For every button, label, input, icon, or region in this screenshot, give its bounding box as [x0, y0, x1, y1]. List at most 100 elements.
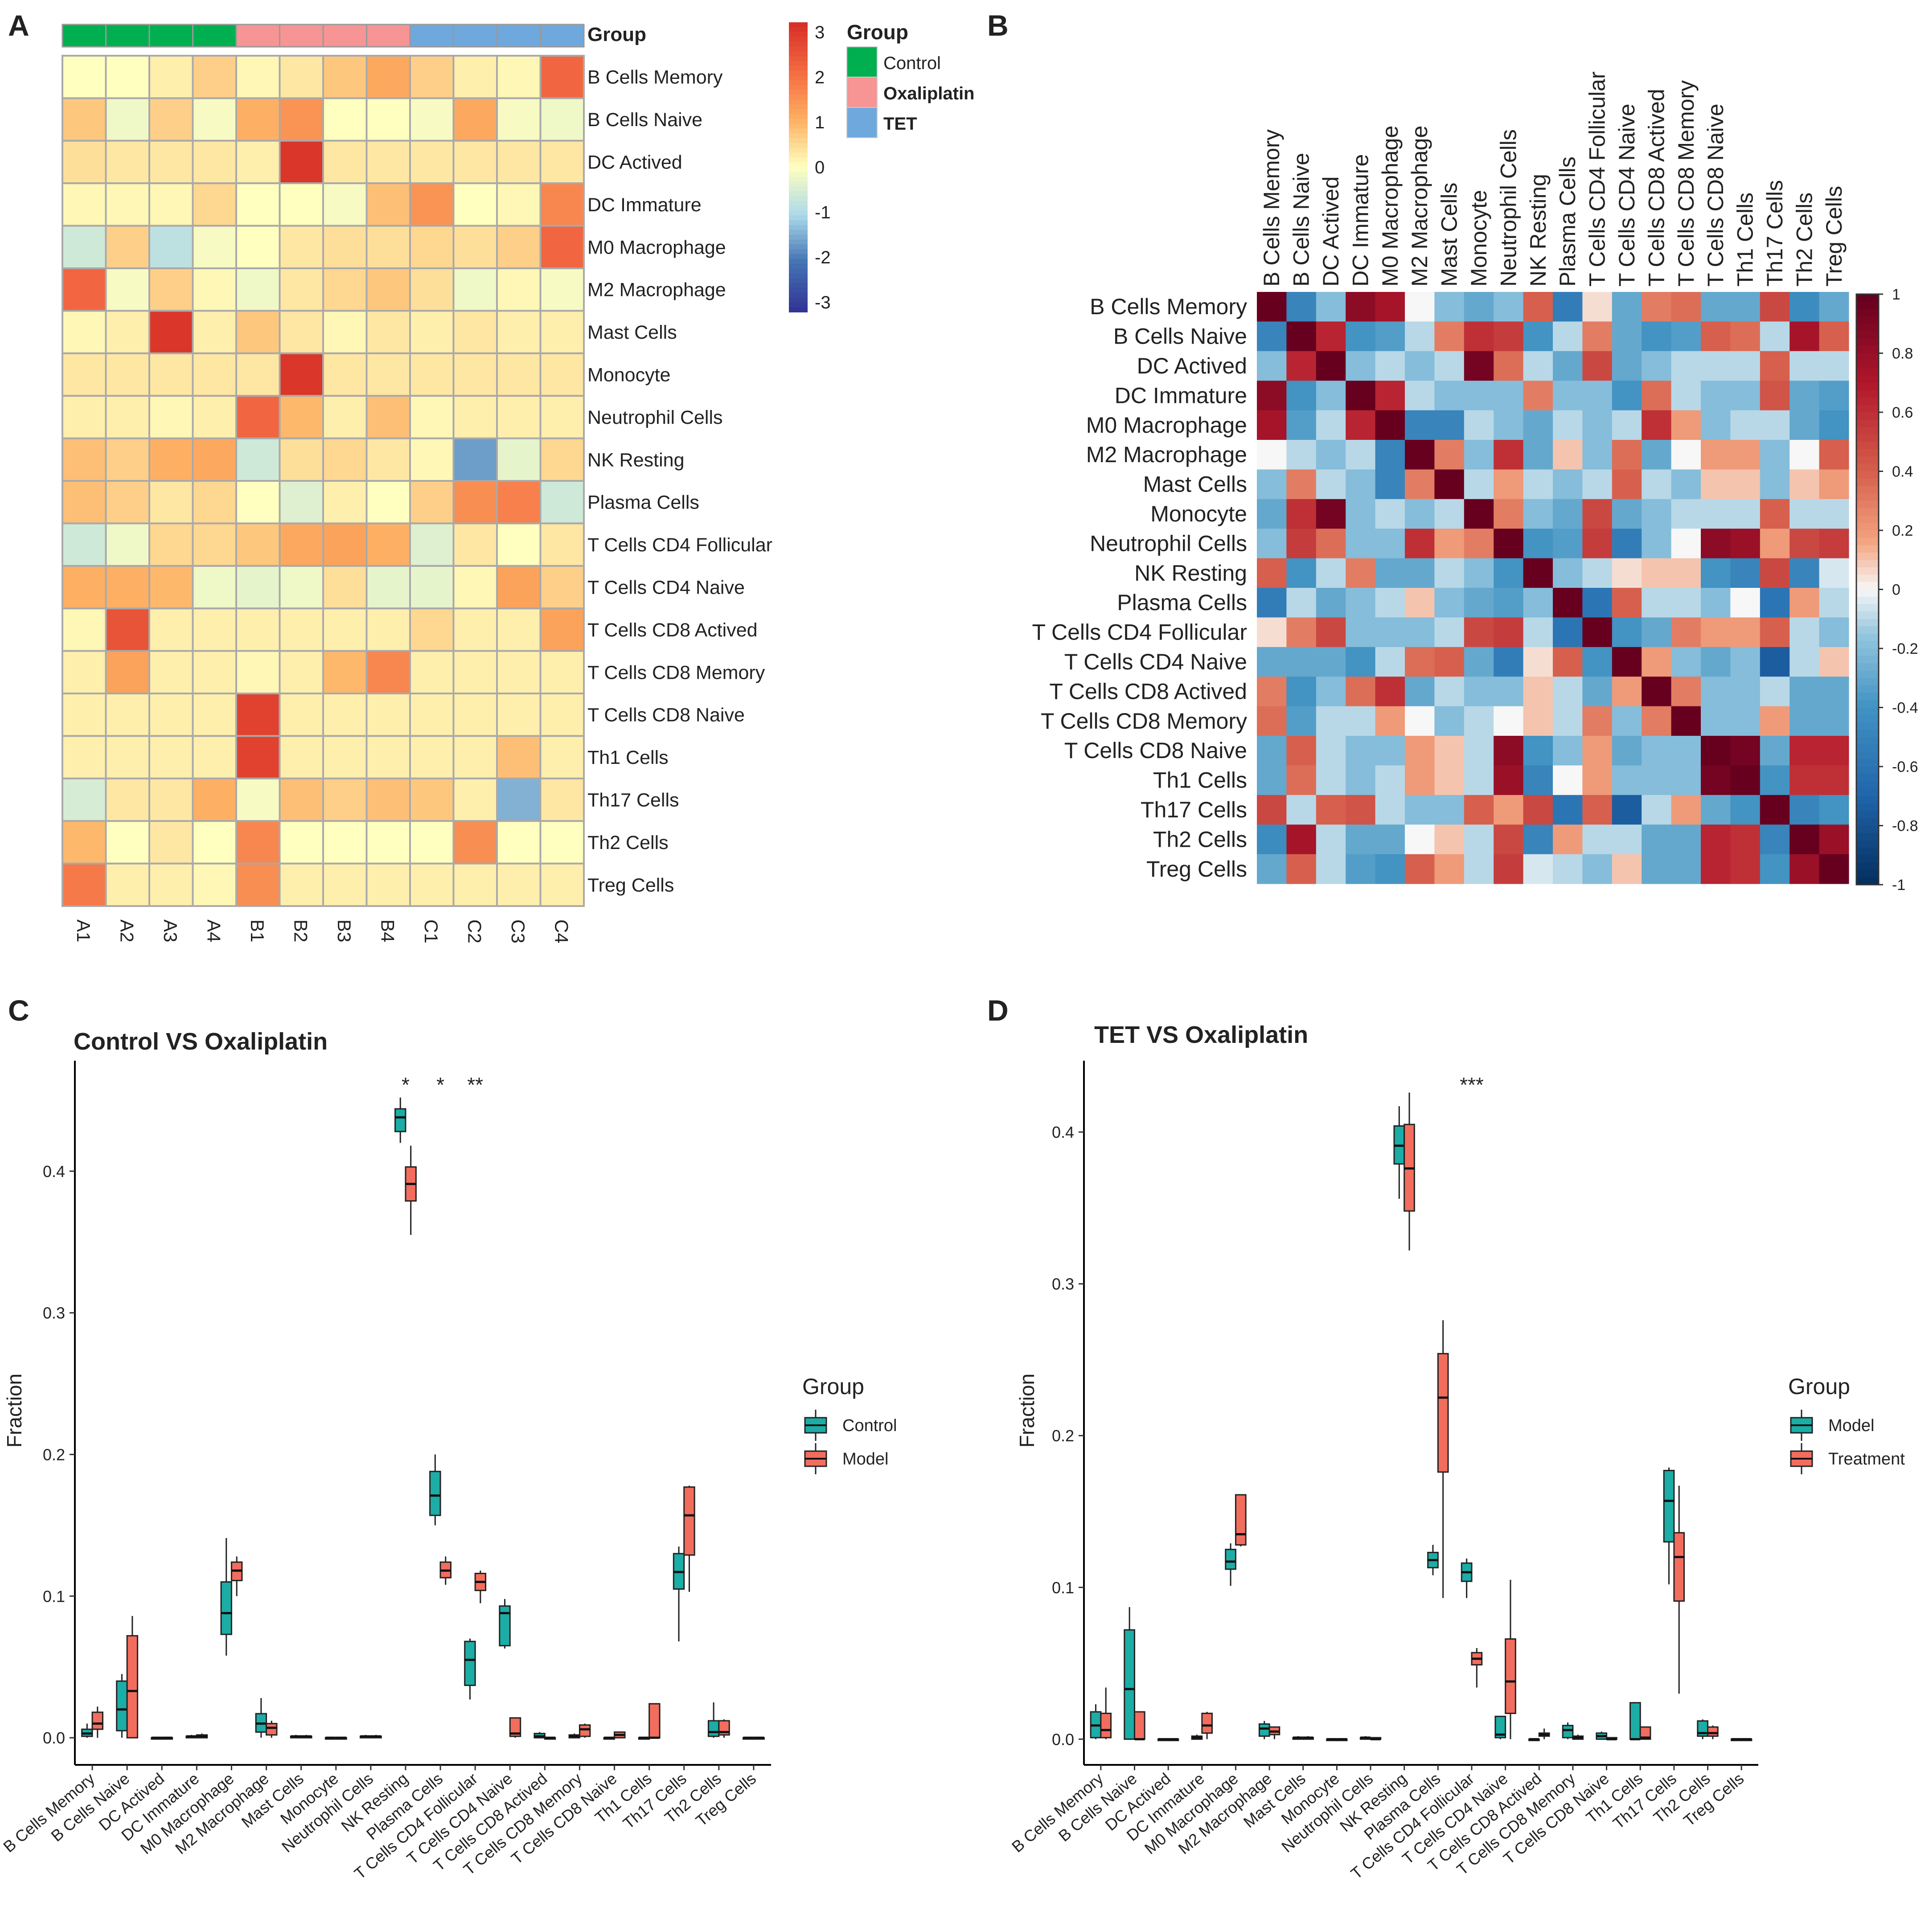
- heatmap-cell: [192, 139, 237, 185]
- heatmap-cell: [496, 607, 542, 652]
- corr-cell: [1819, 381, 1849, 411]
- corr-cell: [1464, 588, 1494, 618]
- corr-cell: [1642, 321, 1672, 352]
- corr-colorbar-segment: [1856, 870, 1879, 878]
- heatmap-cell: [279, 565, 324, 610]
- corr-cell: [1405, 677, 1435, 707]
- corr-cell: [1582, 292, 1613, 322]
- corr-cell: [1819, 440, 1849, 470]
- corr-cell: [1612, 469, 1642, 500]
- corr-cell: [1612, 321, 1642, 352]
- corr-cell: [1642, 677, 1672, 707]
- corr-cell: [1760, 410, 1790, 440]
- corr-col-label: T Cells CD8 Memory: [1674, 80, 1699, 287]
- heatmap-cell: [539, 55, 585, 99]
- heatmap-cell: [279, 182, 324, 227]
- heatmap-cell: [322, 225, 368, 270]
- corr-row-label: Mast Cells: [1143, 472, 1247, 497]
- heatmap-cell: [496, 395, 542, 439]
- heatmap-cell: [496, 735, 542, 779]
- heatmap-cell: [148, 607, 194, 652]
- heatmap-cell: [409, 565, 455, 610]
- corr-cell: [1612, 381, 1642, 411]
- corr-cell: [1553, 617, 1583, 648]
- colorbar-segment: [789, 128, 808, 134]
- heatmap-cell: [452, 693, 498, 737]
- corr-cell: [1671, 588, 1701, 618]
- corr-cell: [1553, 647, 1583, 677]
- corr-cell: [1375, 765, 1405, 796]
- heatmap-cell: [148, 650, 194, 694]
- corr-cell: [1523, 617, 1553, 648]
- corr-cell: [1375, 706, 1405, 736]
- colorbar-segment: [789, 152, 808, 158]
- y-tick-label: 0.3: [1052, 1275, 1074, 1293]
- colorbar-segment: [789, 80, 808, 86]
- colorbar-tick-label: 2: [815, 68, 825, 87]
- y-tick-label: 0.0: [1052, 1730, 1074, 1748]
- corr-cell: [1464, 765, 1494, 796]
- row-label: Treg Cells: [587, 874, 674, 896]
- corr-cell: [1671, 469, 1701, 500]
- corr-cell: [1760, 854, 1790, 884]
- heatmap-cell: [322, 735, 368, 779]
- heatmap-cell: [279, 310, 324, 354]
- corr-row-label: T Cells CD8 Naive: [1064, 738, 1247, 763]
- corr-cell: [1494, 588, 1524, 618]
- corr-cell: [1464, 854, 1494, 884]
- colorbar-segment: [789, 263, 808, 269]
- corr-cell: [1494, 410, 1524, 440]
- colorbar-segment: [789, 70, 808, 76]
- corr-cell: [1642, 824, 1672, 855]
- corr-colorbar-tick-label: -1: [1892, 877, 1905, 894]
- corr-row-label: Monocyte: [1150, 501, 1247, 526]
- group-annotation-tet: [409, 24, 454, 48]
- corr-cell: [1286, 292, 1317, 322]
- corr-row-label: Neutrophil Cells: [1090, 531, 1247, 556]
- corr-cell: [1346, 410, 1376, 440]
- row-label: T Cells CD8 Memory: [587, 662, 765, 683]
- corr-cell: [1671, 854, 1701, 884]
- corr-cell: [1671, 321, 1701, 352]
- corr-col-label: Neutrophil Cells: [1496, 129, 1521, 287]
- heatmap-cell: [148, 395, 194, 439]
- corr-cell: [1789, 854, 1820, 884]
- corr-cell: [1671, 292, 1701, 322]
- corr-cell: [1701, 529, 1731, 559]
- corr-cell: [1671, 499, 1701, 529]
- corr-colorbar-segment: [1856, 375, 1879, 383]
- corr-cell: [1434, 410, 1465, 440]
- heatmap-cell: [409, 55, 455, 99]
- corr-cell: [1257, 706, 1287, 736]
- heatmap-cell: [409, 862, 455, 907]
- corr-colorbar-segment: [1856, 751, 1879, 760]
- heatmap-cell: [539, 352, 585, 397]
- corr-cell: [1494, 469, 1524, 500]
- corr-colorbar-segment: [1856, 641, 1879, 649]
- legend-swatch-control: [846, 46, 878, 78]
- corr-cell: [1375, 824, 1405, 855]
- corr-cell: [1286, 440, 1317, 470]
- colorbar-segment: [789, 220, 808, 226]
- corr-cell: [1434, 736, 1465, 766]
- corr-cell: [1582, 321, 1613, 352]
- heatmap-cell: [62, 607, 107, 652]
- corr-row-label: NK Resting: [1134, 561, 1247, 586]
- corr-cell: [1434, 440, 1465, 470]
- heatmap-cell: [148, 225, 194, 270]
- corr-cell: [1375, 351, 1405, 381]
- corr-cell: [1316, 824, 1346, 855]
- corr-cell: [1375, 440, 1405, 470]
- corr-colorbar-segment: [1856, 523, 1879, 531]
- heatmap-cell: [365, 735, 411, 779]
- corr-cell: [1760, 647, 1790, 677]
- group-annotation-tet: [453, 24, 498, 48]
- corr-cell: [1819, 588, 1849, 618]
- corr-colorbar-segment: [1856, 567, 1879, 575]
- heatmap-cell: [322, 182, 368, 227]
- colorbar-segment: [789, 133, 808, 139]
- corr-colorbar-segment: [1856, 515, 1879, 524]
- colorbar-segment: [789, 297, 808, 303]
- corr-cell: [1434, 529, 1465, 559]
- sample-label: C1: [421, 919, 442, 943]
